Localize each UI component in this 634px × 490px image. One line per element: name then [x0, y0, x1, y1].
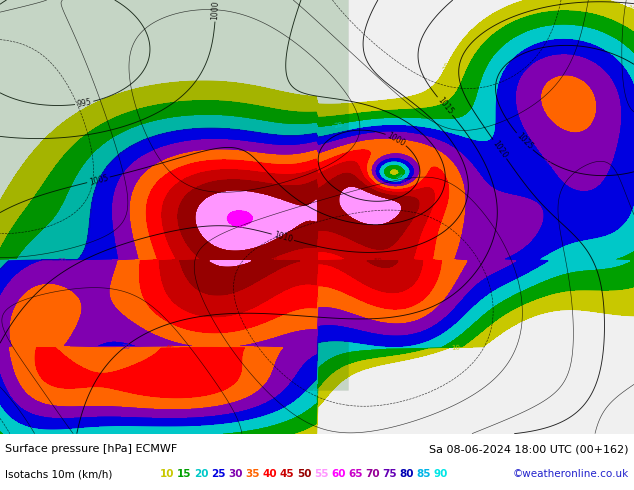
Text: 1015: 1015: [436, 96, 455, 117]
Text: Isotachs 10m (km/h): Isotachs 10m (km/h): [5, 469, 112, 479]
Text: 70: 70: [365, 469, 380, 479]
Text: 1000: 1000: [385, 130, 407, 148]
Text: 40: 40: [165, 345, 174, 351]
Text: 10: 10: [451, 344, 461, 351]
Text: 10: 10: [625, 4, 634, 13]
Text: 25: 25: [211, 469, 226, 479]
Text: 50: 50: [297, 469, 311, 479]
Text: 35: 35: [245, 469, 260, 479]
Text: 1010: 1010: [273, 230, 294, 244]
Text: 60: 60: [331, 469, 346, 479]
Text: 85: 85: [417, 469, 431, 479]
Text: 90: 90: [434, 469, 448, 479]
Text: 1025: 1025: [514, 132, 534, 152]
Text: Sa 08-06-2024 18:00 UTC (00+162): Sa 08-06-2024 18:00 UTC (00+162): [429, 444, 629, 454]
Text: 20: 20: [333, 121, 344, 129]
Text: 40: 40: [314, 294, 320, 303]
Text: 30: 30: [228, 469, 243, 479]
Text: 1020: 1020: [491, 139, 509, 160]
Text: ©weatheronline.co.uk: ©weatheronline.co.uk: [513, 469, 629, 479]
Text: 1005: 1005: [88, 173, 109, 187]
Text: 20: 20: [396, 173, 407, 183]
Text: 30: 30: [121, 344, 130, 350]
Text: 45: 45: [280, 469, 294, 479]
Text: 50: 50: [373, 257, 383, 264]
Text: 80: 80: [399, 469, 414, 479]
Text: 20: 20: [314, 386, 320, 395]
Text: Surface pressure [hPa] ECMWF: Surface pressure [hPa] ECMWF: [5, 444, 178, 454]
Text: 30: 30: [541, 154, 552, 165]
Text: 10: 10: [160, 469, 174, 479]
Text: 30: 30: [58, 258, 67, 264]
Text: 40: 40: [262, 469, 277, 479]
Text: 1000: 1000: [210, 0, 221, 20]
Text: 995: 995: [76, 98, 92, 109]
Text: 30: 30: [400, 178, 410, 187]
Text: 65: 65: [348, 469, 363, 479]
Text: 50: 50: [269, 257, 278, 263]
Text: 75: 75: [382, 469, 397, 479]
Text: 60: 60: [235, 223, 245, 229]
Text: 20: 20: [194, 469, 209, 479]
Text: 15: 15: [177, 469, 191, 479]
Text: 10: 10: [442, 61, 451, 72]
Text: 55: 55: [314, 469, 328, 479]
